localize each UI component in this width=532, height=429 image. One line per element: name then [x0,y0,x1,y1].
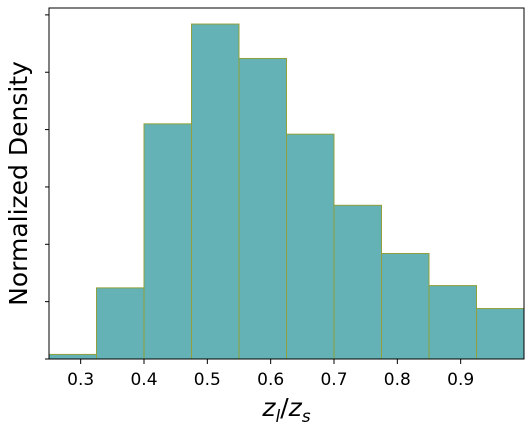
histogram-bar [238,57,287,360]
plot-frame [48,7,525,360]
x-tick-label: 0.8 [384,370,411,390]
bars-group [48,23,525,360]
y-axis-label: Normalized Density [4,61,33,306]
x-tick-label: 0.4 [130,370,157,390]
x-tick-label: 0.3 [67,370,94,390]
x-tick-label: 0.6 [257,370,284,390]
histogram-bar [333,204,382,360]
histogram-bar [191,23,240,360]
histogram-bar [381,252,430,360]
x-tick-label: 0.9 [447,370,474,390]
y-axis-ticks [45,14,49,360]
histogram-bar [286,133,335,360]
histogram-bar [428,285,477,360]
x-axis-label: zl/zs [261,393,310,427]
histogram-bar [48,353,97,360]
x-tick-label: 0.7 [320,370,347,390]
histogram-bar [476,308,525,360]
x-tick-label: 0.5 [194,370,221,390]
x-axis-ticks: 0.3 0.4 0.5 0.6 0.7 0.8 0.9 [67,359,474,390]
histogram-bar [96,287,145,360]
histogram-bar [143,123,192,360]
